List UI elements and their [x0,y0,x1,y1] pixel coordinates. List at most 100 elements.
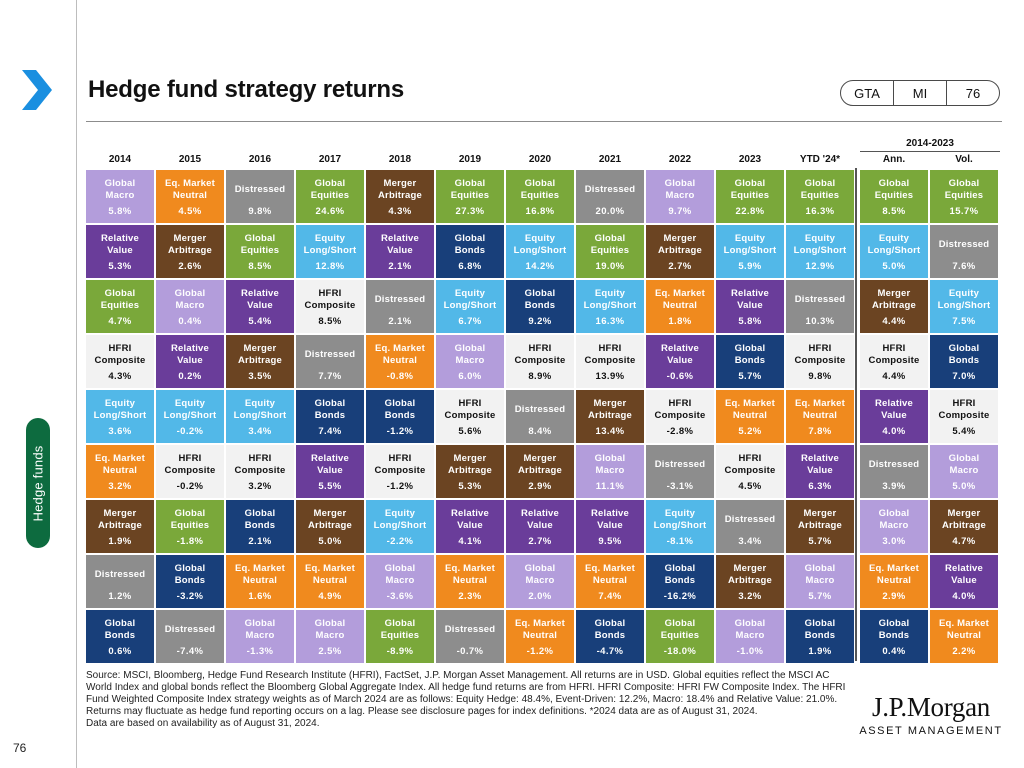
cell-2021-relative-value: Relative Value 9.5% [576,500,644,553]
cell-return-value: 19.0% [595,261,625,272]
cell-return-value: -16.2% [663,591,697,602]
cell-2018-hfri-composite: HFRI Composite -1.2% [366,445,434,498]
cell-strategy-label: Global Equities [100,288,140,311]
column-header-2019: 2019 [458,154,482,165]
cell-2015-merger-arbitrage: Merger Arbitrage 2.6% [156,225,224,278]
cell-strategy-label: Equity Long/Short [937,288,991,311]
cell-strategy-label: Equity Long/Short [233,398,287,421]
cell-return-value: 5.9% [738,261,762,272]
cell-return-value: 2.1% [388,261,412,272]
cell-return-value: 2.6% [178,261,202,272]
cell-return-value: -3.6% [386,591,414,602]
cell-2023-eq-market-neutral: Eq. Market Neutral 5.2% [716,390,784,443]
cell-strategy-label: Distressed [234,184,286,195]
cell-return-value: -0.2% [176,481,204,492]
cell-return-value: 4.9% [318,591,342,602]
cell-return-value: 11.1% [595,481,625,492]
left-rule [76,0,77,768]
cell-return-value: 0.6% [108,646,132,657]
cell-2017-global-bonds: Global Bonds 7.4% [296,390,364,443]
cell-strategy-label: Distressed [868,459,920,470]
cell-return-value: 0.4% [178,316,202,327]
cell-2021-global-macro: Global Macro 11.1% [576,445,644,498]
cell-2023-hfri-composite: HFRI Composite 4.5% [716,445,784,498]
cell-return-value: -1.2% [526,646,554,657]
cell-vol-distressed: Distressed 7.6% [930,225,998,278]
cell-strategy-label: Relative Value [100,233,140,256]
cell-strategy-label: HFRI Composite [654,398,706,421]
cell-strategy-label: Global Macro [104,178,136,201]
cell-strategy-label: HFRI Composite [444,398,496,421]
cell-return-value: 4.4% [882,316,906,327]
footnote: Source: MSCI, Bloomberg, Hedge Fund Rese… [86,670,846,729]
cell-strategy-label: Global Macro [594,453,626,476]
cell-2017-merger-arbitrage: Merger Arbitrage 5.0% [296,500,364,553]
cell-strategy-label: Global Equities [874,178,914,201]
cell-return-value: 3.5% [248,371,272,382]
cell-ann-global-equities: Global Equities 8.5% [860,170,928,223]
cell-strategy-label: Global Bonds [174,563,206,586]
cell-2014-eq-market-neutral: Eq. Market Neutral 3.2% [86,445,154,498]
cell-strategy-label: Merger Arbitrage [447,453,493,476]
cell-strategy-label: HFRI Composite [234,453,286,476]
cell-strategy-label: Eq. Market Neutral [868,563,920,586]
cell-2019-eq-market-neutral: Eq. Market Neutral 2.3% [436,555,504,608]
cell-2023-merger-arbitrage: Merger Arbitrage 3.2% [716,555,784,608]
cell-2016-merger-arbitrage: Merger Arbitrage 3.5% [226,335,294,388]
cell-return-value: 5.5% [318,481,342,492]
cell-strategy-label: Global Bonds [384,398,416,421]
logo-main: J.P.Morgan [871,692,991,722]
cell-return-value: 9.7% [668,206,692,217]
cell-return-value: 2.2% [952,646,976,657]
cell-return-value: 3.2% [248,481,272,492]
cell-strategy-label: HFRI Composite [304,288,356,311]
cell-2016-distressed: Distressed 9.8% [226,170,294,223]
page-number: 76 [13,741,27,755]
cell-2019-global-equities: Global Equities 27.3% [436,170,504,223]
cell-strategy-label: Equity Long/Short [653,508,707,531]
cell-strategy-label: Global Bonds [454,233,486,256]
cell-return-value: 7.7% [318,371,342,382]
column-header-2022: 2022 [668,154,692,165]
cell-2018-distressed: Distressed 2.1% [366,280,434,333]
cell-strategy-label: Eq. Market Neutral [584,563,636,586]
cell-2016-equity-long-short: Equity Long/Short 3.4% [226,390,294,443]
cell-strategy-label: Distressed [444,624,496,635]
column-header-vol: Vol. [955,154,973,165]
cell-return-value: 3.4% [248,426,272,437]
cell-2015-global-bonds: Global Bonds -3.2% [156,555,224,608]
column-header-2015: 2015 [178,154,202,165]
cell-2023-equity-long-short: Equity Long/Short 5.9% [716,225,784,278]
cell-strategy-label: Global Bonds [664,563,696,586]
cell-strategy-label: Merger Arbitrage [657,233,703,256]
cell-2022-eq-market-neutral: Eq. Market Neutral 1.8% [646,280,714,333]
cell-2015-global-macro: Global Macro 0.4% [156,280,224,333]
cell-vol-global-equities: Global Equities 15.7% [930,170,998,223]
cell-strategy-label: Equity Long/Short [303,233,357,256]
cell-2023-distressed: Distressed 3.4% [716,500,784,553]
cell-return-value: -3.1% [666,481,694,492]
cell-2016-eq-market-neutral: Eq. Market Neutral 1.6% [226,555,294,608]
cell-2022-global-bonds: Global Bonds -16.2% [646,555,714,608]
cell-return-value: -1.8% [176,536,204,547]
cell-strategy-label: Distressed [938,239,990,250]
cell-return-value: 5.7% [808,536,832,547]
cell-ytd-24-equity-long-short: Equity Long/Short 12.9% [786,225,854,278]
cell-ytd-24-eq-market-neutral: Eq. Market Neutral 7.8% [786,390,854,443]
cell-return-value: 5.8% [108,206,132,217]
cell-2023-global-bonds: Global Bonds 5.7% [716,335,784,388]
cell-strategy-label: Relative Value [520,508,560,531]
cell-return-value: 5.6% [458,426,482,437]
cell-return-value: -3.2% [176,591,204,602]
column-header-2020: 2020 [528,154,552,165]
cell-2021-merger-arbitrage: Merger Arbitrage 13.4% [576,390,644,443]
cell-strategy-label: Relative Value [450,508,490,531]
cell-return-value: 6.3% [808,481,832,492]
cell-strategy-label: Global Equities [660,618,700,641]
cell-ann-equity-long-short: Equity Long/Short 5.0% [860,225,928,278]
cell-return-value: 7.4% [318,426,342,437]
cell-strategy-label: Equity Long/Short [583,288,637,311]
section-tab[interactable]: Hedge funds [26,418,50,548]
cell-vol-merger-arbitrage: Merger Arbitrage 4.7% [930,500,998,553]
section-badge: GTA MI 76 [840,80,1000,106]
